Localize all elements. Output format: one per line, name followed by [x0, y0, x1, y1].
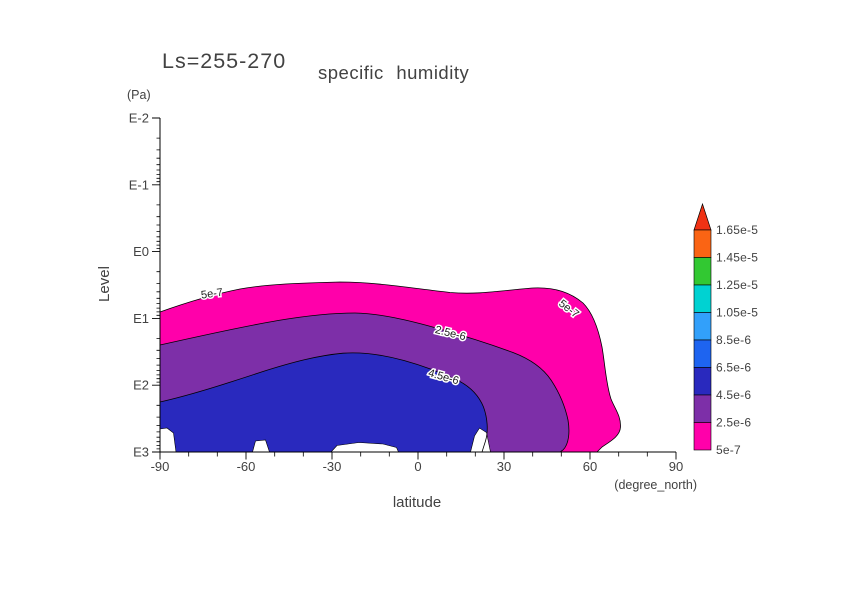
fill-band-inner — [160, 352, 488, 452]
x-tick-label: -60 — [237, 459, 256, 474]
colorbar-segment — [693, 229, 712, 258]
contour-line-5e-7 — [159, 281, 621, 453]
plot-title: Ls=255-270 — [162, 49, 286, 73]
y-axis-title: Level — [96, 266, 113, 302]
x-axis-unit: (degree_north) — [614, 478, 697, 492]
x-tick-label: 60 — [583, 459, 597, 474]
colorbar-segment — [693, 284, 712, 313]
colorbar-segment — [693, 257, 712, 286]
colorbar-label: 1.05e-5 — [716, 306, 758, 320]
colorbar-label: 1.65e-5 — [716, 223, 758, 237]
axis-text: E-2 E-1 E0 E1 E2 E3 -90 -60 -30 0 30 60 … — [96, 88, 697, 511]
contour-line-2.5e-6 — [159, 312, 570, 453]
major-ticks — [152, 117, 677, 460]
y-tick-label: E-1 — [129, 177, 149, 192]
colorbar-label: 4.5e-6 — [716, 388, 751, 402]
colorbar-label: 8.5e-6 — [716, 333, 751, 347]
colorbar-segment — [693, 312, 712, 341]
x-tick-label: 30 — [497, 459, 511, 474]
x-tick-label: -30 — [323, 459, 342, 474]
y-tick-label: E0 — [133, 244, 149, 259]
x-axis-title: latitude — [393, 494, 441, 511]
colorbar-segment — [693, 394, 712, 423]
colorbar-segment — [693, 367, 712, 396]
colorbar: 1.65e-5 1.45e-5 1.25e-5 1.05e-5 8.5e-6 6… — [693, 202, 758, 457]
colorbar-label: 1.45e-5 — [716, 251, 758, 265]
contour-label: 5e-7 — [200, 287, 223, 302]
colorbar-segment — [693, 422, 712, 451]
colorbar-label: 5e-7 — [716, 443, 741, 457]
colorbar-label: 6.5e-6 — [716, 361, 751, 375]
colorbar-triangle — [693, 202, 712, 231]
y-tick-label: E3 — [133, 445, 149, 460]
y-tick-label: E-2 — [129, 111, 149, 126]
y-tick-label: E2 — [133, 378, 149, 393]
x-tick-label: 90 — [669, 459, 683, 474]
x-tick-label: -90 — [151, 459, 170, 474]
y-axis-unit: (Pa) — [127, 88, 151, 102]
axes-group — [152, 117, 677, 460]
x-tick-label: 0 — [414, 459, 421, 474]
colorbar-label: 1.25e-5 — [716, 278, 758, 292]
title-group: Ls=255-270 specific humidity — [162, 49, 469, 83]
contour-fills — [159, 282, 621, 453]
plot-subtitle: specific humidity — [318, 62, 469, 83]
contour-line-4.5e-6 — [159, 352, 488, 453]
axis-minor-ticks — [156, 137, 648, 457]
contour-lines — [159, 281, 621, 453]
y-tick-label: E1 — [133, 311, 149, 326]
colorbar-label: 2.5e-6 — [716, 416, 751, 430]
colorbar-segment — [693, 339, 712, 368]
